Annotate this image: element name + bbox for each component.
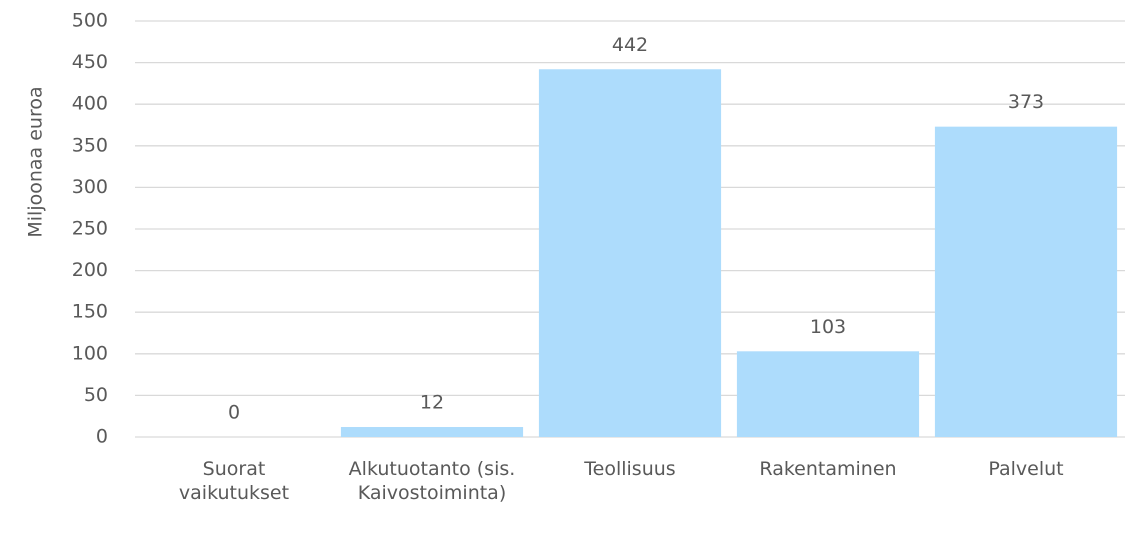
data-label: 0 (228, 402, 240, 424)
x-tick-label: Suorat vaikutukset (178, 458, 290, 504)
y-tick-label: 0 (96, 426, 108, 448)
y-tick-label: 50 (84, 384, 108, 406)
x-tick-label: Teollisuus (584, 458, 676, 480)
y-tick-label: 300 (72, 176, 108, 198)
x-tick-label: Rakentaminen (759, 458, 897, 480)
bar (934, 126, 1118, 437)
y-tick-label: 450 (72, 51, 108, 73)
y-tick-label: 100 (72, 342, 108, 364)
data-label: 12 (420, 392, 444, 414)
data-label: 103 (810, 316, 846, 338)
y-tick-label: 250 (72, 218, 108, 240)
data-label: 442 (612, 34, 648, 56)
data-label: 373 (1008, 91, 1044, 113)
y-tick-label: 150 (72, 301, 108, 323)
x-tick-label: Alkutuotanto (sis. Kaivostoiminta) (348, 458, 516, 504)
y-tick-label: 350 (72, 134, 108, 156)
y-tick-label: 500 (72, 10, 108, 32)
bar (736, 351, 920, 437)
y-axis-title: Miljoonaa euroa (25, 86, 47, 237)
x-tick-label: Palvelut (988, 458, 1064, 480)
y-tick-label: 400 (72, 93, 108, 115)
y-tick-label: 200 (72, 259, 108, 281)
bar (538, 69, 722, 438)
bar (340, 427, 524, 437)
